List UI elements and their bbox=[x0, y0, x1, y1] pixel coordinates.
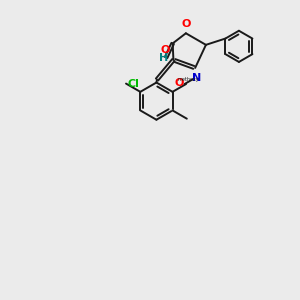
Text: N: N bbox=[192, 73, 201, 83]
Text: O: O bbox=[160, 45, 170, 55]
Text: methoxy: methoxy bbox=[177, 76, 199, 82]
Text: Cl: Cl bbox=[128, 79, 140, 88]
Text: O: O bbox=[174, 78, 184, 88]
Text: H: H bbox=[159, 53, 168, 63]
Text: O: O bbox=[182, 19, 191, 29]
